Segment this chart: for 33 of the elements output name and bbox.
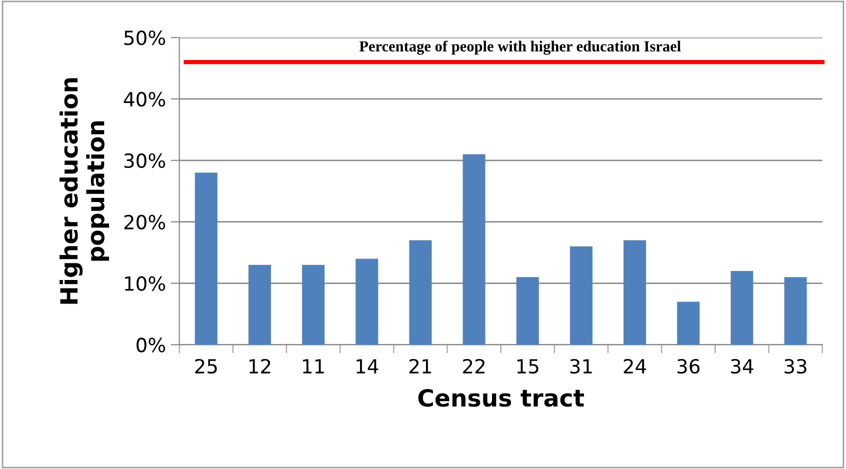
x-tick-label: 36 xyxy=(677,358,700,374)
bar xyxy=(730,270,754,345)
x-tick-label: 12 xyxy=(249,358,270,374)
y-tick-label: 50% xyxy=(124,30,166,46)
x-tick-label: 34 xyxy=(731,358,754,374)
ref-line-label: Percentage of people with higher education Israel xyxy=(359,40,681,55)
bar xyxy=(677,302,700,345)
x-tick-label: 14 xyxy=(356,359,378,374)
x-axis-title: Census tract xyxy=(418,388,584,407)
y-tick-label: 40% xyxy=(124,92,166,107)
x-tick-label: 25 xyxy=(195,358,217,374)
y-tick-label: 10% xyxy=(125,276,166,291)
bar xyxy=(516,277,539,345)
bar xyxy=(784,277,807,345)
x-tick-label: 15 xyxy=(517,359,538,374)
bar xyxy=(194,172,218,345)
x-tick-label: 21 xyxy=(410,358,432,374)
x-tick-label: 11 xyxy=(303,359,324,374)
y-tick-label: 20% xyxy=(124,214,166,230)
bar xyxy=(356,258,378,345)
x-tick-label: 31 xyxy=(570,358,592,374)
bar xyxy=(624,240,646,345)
x-tick-label: 24 xyxy=(624,358,646,374)
bar xyxy=(409,240,432,345)
y-tick-label: 30% xyxy=(124,153,166,168)
x-tick-label: 33 xyxy=(784,358,806,374)
bar xyxy=(570,246,592,345)
bar xyxy=(462,154,486,345)
y-tick-label: 0% xyxy=(136,338,166,352)
bar xyxy=(302,264,325,345)
x-tick-label: 22 xyxy=(463,358,484,374)
bar xyxy=(248,264,271,345)
y-axis-title: Higher education population xyxy=(60,78,110,304)
